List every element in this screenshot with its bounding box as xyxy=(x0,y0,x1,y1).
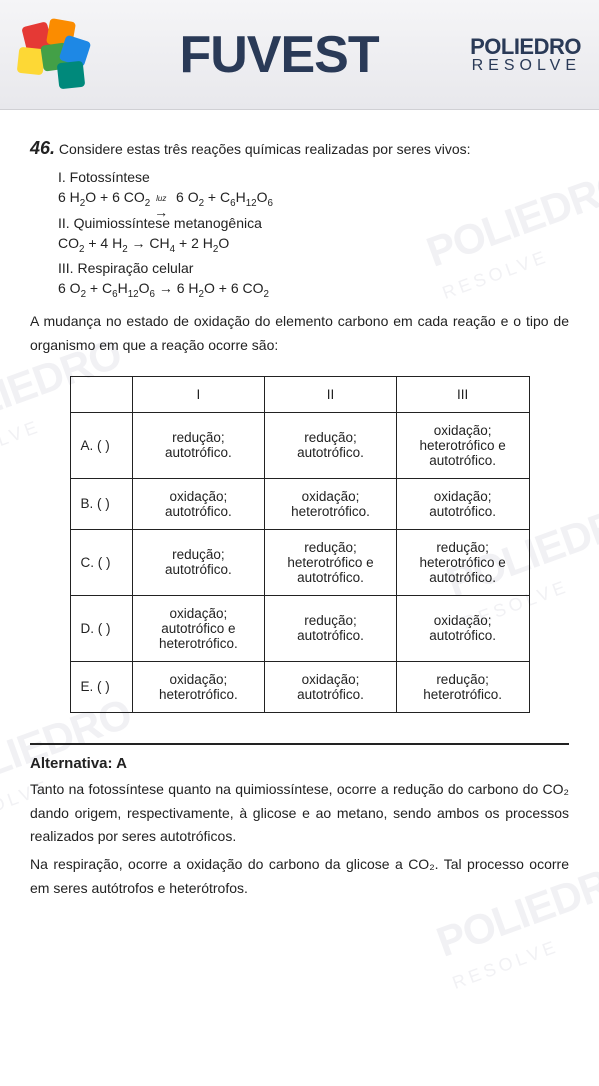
table-cell: oxidação; heterotrófico. xyxy=(265,478,396,529)
question-stem-line: 46. Considere estas três reações química… xyxy=(30,134,569,163)
table-row: A. ( ) redução; autotrófico. redução; au… xyxy=(70,412,529,478)
table-cell: oxidação; autotrófico. xyxy=(265,661,396,712)
item-title: Respiração celular xyxy=(77,260,193,276)
item-1: I. Fotossíntese xyxy=(58,169,569,185)
item-3: III. Respiração celular xyxy=(58,260,569,276)
alt-label: B. ( ) xyxy=(70,478,132,529)
brand-line1: POLIEDRO xyxy=(470,36,581,58)
item-title: Fotossíntese xyxy=(70,169,150,185)
table-header-row: I II III xyxy=(70,376,529,412)
answer-paragraph: Na respiração, ocorre a oxidação do carb… xyxy=(30,853,569,901)
table-row: E. ( ) oxidação; heterotrófico. oxidação… xyxy=(70,661,529,712)
page-header: FUVEST POLIEDRO RESOLVE xyxy=(0,0,599,110)
item-2: II. Quimiossíntese metanogênica xyxy=(58,215,569,231)
table-row: D. ( ) oxidação; autotrófico e heterotró… xyxy=(70,595,529,661)
table-cell: oxidação; heterotrófico e autotrófico. xyxy=(396,412,529,478)
equation-1: 6 H2O + 6 CO2 luz 6 O2 + C6H12O6 xyxy=(58,189,569,209)
alt-label: E. ( ) xyxy=(70,661,132,712)
item-label: III. xyxy=(58,260,74,276)
table-header: I xyxy=(132,376,265,412)
brand-line2: RESOLVE xyxy=(470,58,581,74)
alt-label: D. ( ) xyxy=(70,595,132,661)
table-cell: oxidação; autotrófico e heterotrófico. xyxy=(132,595,265,661)
table-cell: oxidação; autotrófico. xyxy=(132,478,265,529)
answer-body: Tanto na fotossíntese quanto na quimioss… xyxy=(30,778,569,901)
table-cell: oxidação; autotrófico. xyxy=(396,595,529,661)
table-row: B. ( ) oxidação; autotrófico. oxidação; … xyxy=(70,478,529,529)
table-cell: redução; autotrófico. xyxy=(132,412,265,478)
answer-title: Alternativa: A xyxy=(30,755,569,772)
table-cell: oxidação; heterotrófico. xyxy=(132,661,265,712)
table-row: C. ( ) redução; autotrófico. redução; he… xyxy=(70,529,529,595)
question-stem: Considere estas três reações químicas re… xyxy=(59,141,471,157)
equation-3: 6 O2 + C6H12O6 → 6 H2O + 6 CO2 xyxy=(58,280,569,300)
table-cell: oxidação; autotrófico. xyxy=(396,478,529,529)
item-label: I. xyxy=(58,169,66,185)
answer-paragraph: Tanto na fotossíntese quanto na quimioss… xyxy=(30,778,569,849)
table-cell: redução; autotrófico. xyxy=(265,595,396,661)
table-cell: redução; autotrófico. xyxy=(265,412,396,478)
equation-2: CO2 + 4 H2 → CH4 + 2 H2O xyxy=(58,235,569,255)
table-cell: redução; heterotrófico. xyxy=(396,661,529,712)
question-followup: A mudança no estado de oxidação do eleme… xyxy=(30,310,569,358)
page-content: POLIEDRORESOLVE POLIEDRORESOLVE POLIEDRO… xyxy=(0,110,599,925)
alt-label: C. ( ) xyxy=(70,529,132,595)
exam-title: FUVEST xyxy=(100,25,458,85)
poliedro-puzzle-icon xyxy=(18,20,88,90)
table-cell: redução; heterotrófico e autotrófico. xyxy=(396,529,529,595)
alt-label: A. ( ) xyxy=(70,412,132,478)
table-header xyxy=(70,376,132,412)
question-number: 46. xyxy=(30,138,55,158)
table-header: III xyxy=(396,376,529,412)
item-label: II. xyxy=(58,215,70,231)
table-cell: redução; autotrófico. xyxy=(132,529,265,595)
table-header: II xyxy=(265,376,396,412)
answer-section: Alternativa: A Tanto na fotossíntese qua… xyxy=(30,743,569,901)
brand-title: POLIEDRO RESOLVE xyxy=(470,36,581,74)
alternatives-table: I II III A. ( ) redução; autotrófico. re… xyxy=(70,376,530,713)
table-cell: redução; heterotrófico e autotrófico. xyxy=(265,529,396,595)
